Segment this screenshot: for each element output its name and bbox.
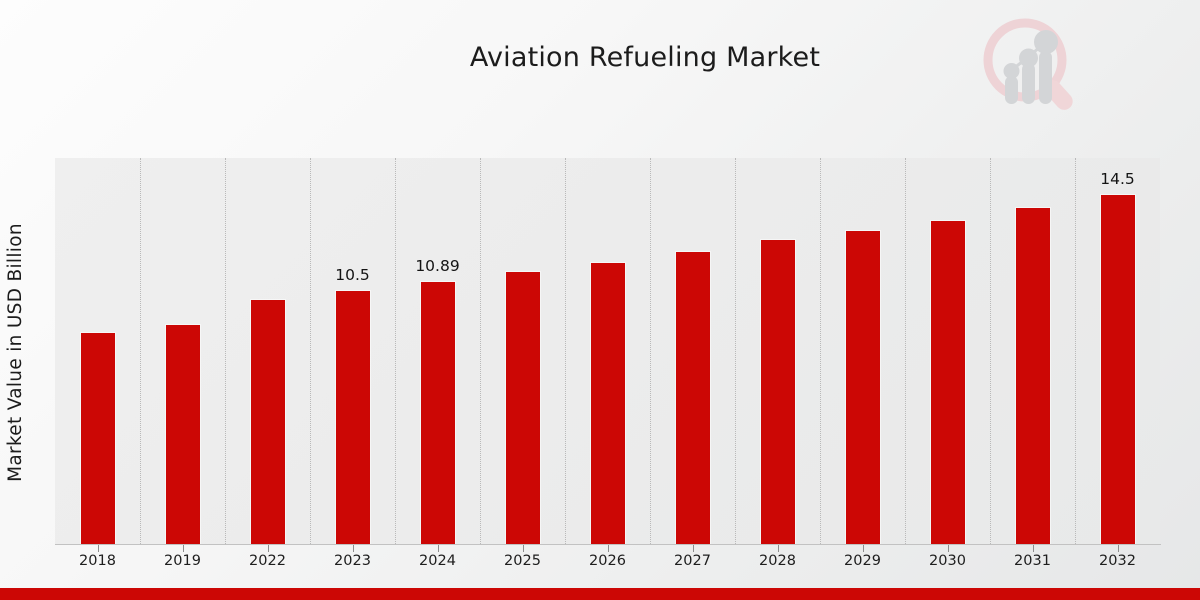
bottom-accent-band: [0, 588, 1200, 600]
gridline-vertical: [735, 158, 737, 544]
bar-value-label-2032: 14.5: [1100, 170, 1135, 188]
x-axis-tick-mark: [777, 545, 779, 552]
x-axis-tick-mark: [947, 545, 949, 552]
x-axis-tick-label-2022: 2022: [249, 553, 286, 569]
x-axis-tick-label-2029: 2029: [844, 553, 881, 569]
bar-2019[interactable]: [165, 325, 200, 544]
bar-2026[interactable]: [590, 263, 625, 544]
x-axis-line: [55, 544, 1161, 545]
x-axis-tick-mark: [1032, 545, 1034, 552]
page-title: Aviation Refueling Market: [469, 42, 821, 73]
x-axis-tick-label-2032: 2032: [1099, 553, 1136, 569]
gridline-vertical: [480, 158, 482, 544]
bar-value-label-2024: 10.89: [415, 257, 460, 275]
bar-2032[interactable]: [1100, 195, 1135, 544]
x-axis-tick-label-2031: 2031: [1014, 553, 1051, 569]
bar-2025[interactable]: [505, 272, 540, 544]
gridline-vertical: [140, 158, 142, 544]
plot-area: [55, 158, 1160, 544]
gridline-vertical: [990, 158, 992, 544]
x-axis-tick-label-2028: 2028: [759, 553, 796, 569]
gridline-vertical: [565, 158, 567, 544]
y-axis-title-text: Market Value in USD Billion: [4, 223, 26, 482]
gridline-vertical: [395, 158, 397, 544]
x-axis-tick-label-2025: 2025: [504, 553, 541, 569]
x-axis-tick-mark: [607, 545, 609, 552]
x-axis-tick-mark: [437, 545, 439, 552]
x-axis-tick-mark: [1117, 545, 1119, 552]
x-axis-tick-label-2026: 2026: [589, 553, 626, 569]
x-axis-tick-label-2024: 2024: [419, 553, 456, 569]
bar-2028[interactable]: [760, 240, 795, 544]
x-axis-tick-mark: [267, 545, 269, 552]
gridline-vertical: [905, 158, 907, 544]
bar-2030[interactable]: [930, 221, 965, 544]
x-axis-tick-mark: [862, 545, 864, 552]
x-axis-tick-mark: [97, 545, 99, 552]
x-axis-tick-mark: [522, 545, 524, 552]
x-axis-tick-label-2019: 2019: [164, 553, 201, 569]
gridline-vertical: [1075, 158, 1077, 544]
x-axis-tick-label-2018: 2018: [79, 553, 116, 569]
gridline-vertical: [650, 158, 652, 544]
y-axis-title: Market Value in USD Billion: [0, 160, 30, 545]
x-axis-tick-mark: [182, 545, 184, 552]
x-axis-tick-mark: [352, 545, 354, 552]
x-axis-tick-label-2030: 2030: [929, 553, 966, 569]
bar-2024[interactable]: [420, 282, 455, 544]
bar-2018[interactable]: [80, 333, 115, 544]
bar-value-label-2023: 10.5: [335, 266, 370, 284]
market-research-magnifier-logo: [978, 14, 1082, 114]
gridline-vertical: [820, 158, 822, 544]
x-axis-tick-label-2027: 2027: [674, 553, 711, 569]
x-axis-tick-label-2023: 2023: [334, 553, 371, 569]
bar-2023[interactable]: [335, 291, 370, 544]
x-axis-tick-mark: [692, 545, 694, 552]
bar-2031[interactable]: [1015, 208, 1050, 544]
bar-2027[interactable]: [675, 252, 710, 544]
gridline-vertical: [225, 158, 227, 544]
bar-2022[interactable]: [250, 300, 285, 544]
bar-2029[interactable]: [845, 231, 880, 544]
gridline-vertical: [310, 158, 312, 544]
